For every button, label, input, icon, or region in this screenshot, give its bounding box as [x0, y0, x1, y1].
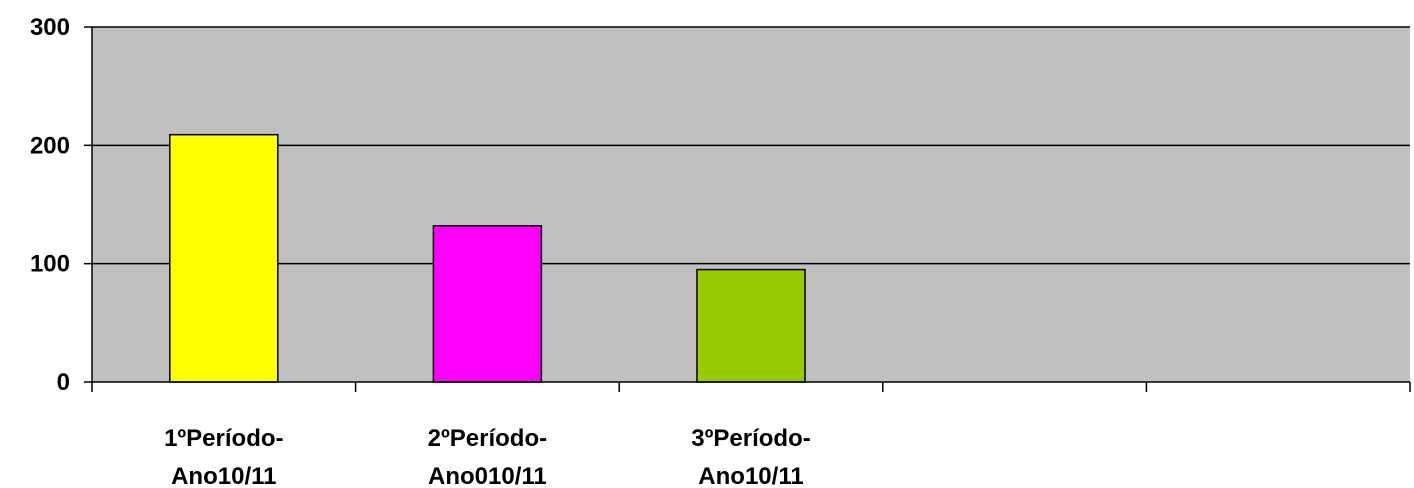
bar — [432, 225, 543, 383]
y-tick-label: 300 — [30, 14, 70, 41]
y-tick-label: 200 — [30, 132, 70, 159]
x-tick-label: Ano10/11 — [171, 463, 276, 488]
x-tick-label: 2ºPeríodo- — [428, 425, 547, 452]
y-tick-label: 0 — [57, 369, 70, 396]
bar — [169, 133, 279, 383]
y-tick-label: 100 — [30, 251, 70, 278]
x-tick-label: Ano010/11 — [428, 463, 547, 488]
x-tick-label: Ano10/11 — [698, 463, 803, 488]
bar — [696, 268, 806, 383]
x-tick-label: 1ºPeríodo- — [164, 425, 283, 452]
x-tick-label: 3ºPeríodo- — [691, 425, 810, 452]
